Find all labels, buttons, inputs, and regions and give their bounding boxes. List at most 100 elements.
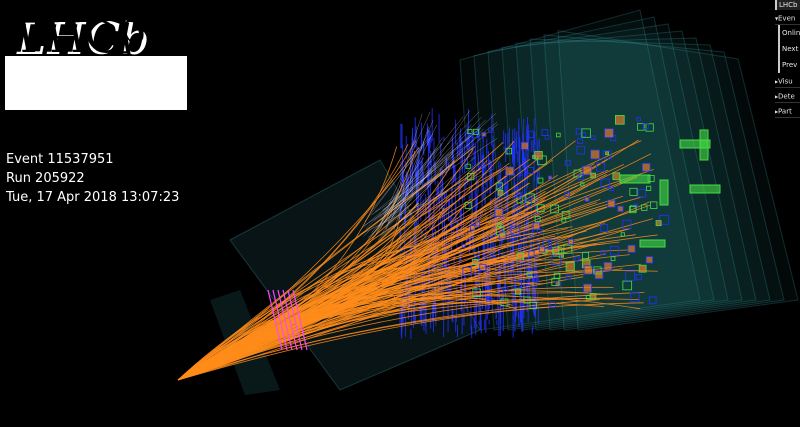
hit-cell [555,281,561,287]
hit-cell [609,186,614,192]
track-ext [397,150,454,231]
hit-cell [500,298,509,307]
hit-cell [635,274,642,281]
hit-cell [472,288,481,298]
run-number: Run 205922 [6,171,85,186]
chevron-right-icon: ▶ [775,79,779,84]
hit-cell [528,250,535,257]
hit-cell [617,205,624,212]
hit-cell [481,132,487,137]
velo-hit [292,289,308,351]
hit-cell [486,296,492,302]
hit-cell [600,224,609,232]
hit-cell [610,256,616,262]
hit-cell [514,288,522,295]
hit-cell [534,151,543,160]
menu-section-label: Part [778,107,792,116]
track-ext [365,111,480,230]
hit-cell [526,130,534,138]
menu-item-next[interactable]: Next [778,41,800,57]
hit-cell [583,283,592,293]
track-ext [363,119,487,237]
hit-cell [607,199,616,208]
muon-station-hit [639,239,666,248]
muon-station-hit [619,174,651,184]
track [177,178,600,381]
hit-cell [612,172,621,181]
hit-cell [558,252,564,258]
hit-cell [622,219,632,229]
hit-cell [564,159,571,166]
hit-cell [580,182,585,187]
hit-cell [464,202,472,209]
hit-cell [573,169,582,178]
hit-cell [600,178,610,188]
hit-cell [551,255,562,266]
hit-cell [495,226,505,236]
hit-cell [498,231,507,240]
hit-cell [565,274,571,280]
hit-cell [465,163,471,169]
hit-cell [581,252,590,260]
track-ext [382,157,425,215]
track-ext [398,167,481,223]
menu-item-online[interactable]: Onlin [778,25,800,41]
hit-cell [497,222,502,227]
track [177,226,573,381]
hit-cell [645,256,654,264]
hit-cell [538,246,546,253]
hit-cell [650,201,658,209]
hit-cell [544,135,550,140]
event-number: Event 11537951 [6,152,114,167]
hit-cell [594,270,604,280]
hit-cell [602,150,612,160]
hit-cell [605,151,610,156]
hit-cell [532,222,541,230]
track-ext [397,128,484,219]
hit-cell [625,271,635,281]
hit-cell [620,232,625,237]
hit-cell [629,292,640,303]
hit-cell [533,276,539,283]
menu-section-particles[interactable]: ▶Part [775,106,800,118]
track-ext [384,147,473,224]
velo-hit [277,289,293,351]
hit-cell [574,256,580,262]
hit-cell [593,266,602,275]
hit-cell [627,244,636,253]
menu-section-detector[interactable]: ▶Dete [775,91,800,103]
menu-item-prev[interactable]: Prev [778,57,800,73]
hit-cell [600,249,607,256]
hit-cell [461,244,466,248]
menu-section-visualization[interactable]: ▶Visu [775,76,800,88]
hit-cell [475,221,481,227]
velo-hit [272,289,288,351]
hit-cell [514,280,522,289]
menu-section-event[interactable]: ▼Even [775,13,800,25]
track-ext [381,116,464,220]
velo-hit [282,289,298,351]
muon-station-hit [689,184,721,194]
hit-cell [553,272,561,280]
hit-cell [516,192,523,198]
hit-cell [467,129,473,135]
hit-cell [629,187,638,196]
hit-cell [549,301,556,308]
hit-cell [495,182,503,190]
hit-cell [577,138,583,144]
hit-cell [542,239,552,250]
track [177,140,515,381]
track-ext [360,169,493,235]
hit-cell [565,262,575,272]
chevron-right-icon: ▶ [775,109,779,114]
hit-cell [580,132,586,138]
hit-cell [638,264,647,273]
track-ext [378,144,423,228]
track [177,207,445,381]
hit-cell [462,266,472,277]
hit-cell [659,214,670,225]
hit-cell [614,115,625,125]
control-menu: LHCb ▼Even Onlin Next Prev ▶Visu ▶Dete ▶… [775,0,800,118]
chevron-right-icon: ▶ [775,94,779,99]
